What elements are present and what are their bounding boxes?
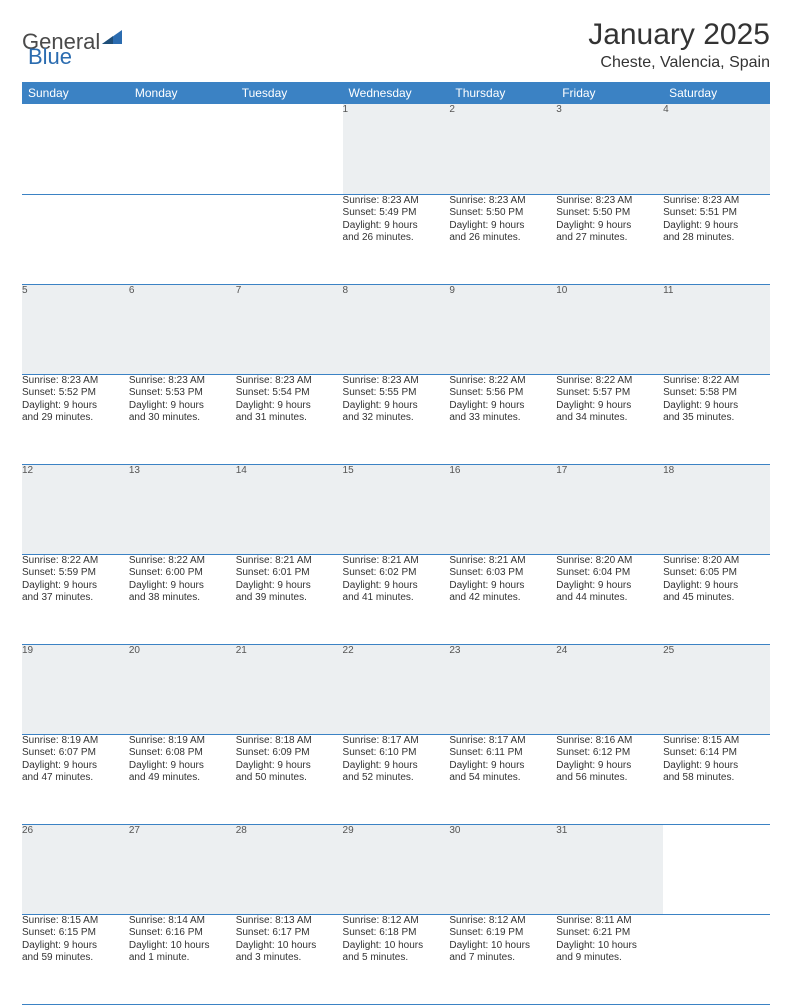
day-detail-cell: Sunrise: 8:23 AMSunset: 5:50 PMDaylight:… [449, 194, 556, 284]
detail-row: Sunrise: 8:23 AMSunset: 5:52 PMDaylight:… [22, 374, 770, 464]
day-number-cell: 1 [343, 104, 450, 194]
daynum-row: 12131415161718 [22, 464, 770, 554]
day-detail-cell: Sunrise: 8:22 AMSunset: 5:58 PMDaylight:… [663, 374, 770, 464]
day-header: Monday [129, 82, 236, 104]
day-header: Friday [556, 82, 663, 104]
day-detail-cell: Sunrise: 8:19 AMSunset: 6:07 PMDaylight:… [22, 734, 129, 824]
detail-row: Sunrise: 8:19 AMSunset: 6:07 PMDaylight:… [22, 734, 770, 824]
day-detail-cell: Sunrise: 8:21 AMSunset: 6:01 PMDaylight:… [236, 554, 343, 644]
day-header-row: Sunday Monday Tuesday Wednesday Thursday… [22, 82, 770, 104]
day-detail-cell: Sunrise: 8:12 AMSunset: 6:19 PMDaylight:… [449, 914, 556, 1004]
day-number-cell: 15 [343, 464, 450, 554]
day-number-cell: 11 [663, 284, 770, 374]
day-detail-cell: Sunrise: 8:21 AMSunset: 6:02 PMDaylight:… [343, 554, 450, 644]
day-detail-cell: Sunrise: 8:22 AMSunset: 6:00 PMDaylight:… [129, 554, 236, 644]
day-number-cell: 31 [556, 824, 663, 914]
location: Cheste, Valencia, Spain [588, 54, 770, 72]
day-detail-cell: Sunrise: 8:23 AMSunset: 5:52 PMDaylight:… [22, 374, 129, 464]
detail-row: Sunrise: 8:23 AMSunset: 5:49 PMDaylight:… [22, 194, 770, 284]
day-number-cell: 21 [236, 644, 343, 734]
calendar-table: Sunday Monday Tuesday Wednesday Thursday… [22, 82, 770, 1005]
day-detail-cell [663, 914, 770, 1004]
day-number-cell: 2 [449, 104, 556, 194]
day-detail-cell: Sunrise: 8:14 AMSunset: 6:16 PMDaylight:… [129, 914, 236, 1004]
day-number-cell: 20 [129, 644, 236, 734]
day-number-cell: 4 [663, 104, 770, 194]
day-detail-cell: Sunrise: 8:15 AMSunset: 6:15 PMDaylight:… [22, 914, 129, 1004]
day-number-cell: 10 [556, 284, 663, 374]
day-detail-cell: Sunrise: 8:23 AMSunset: 5:54 PMDaylight:… [236, 374, 343, 464]
day-number-cell: 14 [236, 464, 343, 554]
day-number-cell: 30 [449, 824, 556, 914]
detail-row: Sunrise: 8:22 AMSunset: 5:59 PMDaylight:… [22, 554, 770, 644]
day-detail-cell: Sunrise: 8:23 AMSunset: 5:53 PMDaylight:… [129, 374, 236, 464]
day-detail-cell: Sunrise: 8:15 AMSunset: 6:14 PMDaylight:… [663, 734, 770, 824]
day-detail-cell [129, 194, 236, 284]
month-title: January 2025 [588, 18, 770, 52]
day-header: Tuesday [236, 82, 343, 104]
day-header: Thursday [449, 82, 556, 104]
day-number-cell: 7 [236, 284, 343, 374]
day-detail-cell [236, 194, 343, 284]
day-detail-cell: Sunrise: 8:12 AMSunset: 6:18 PMDaylight:… [343, 914, 450, 1004]
day-number-cell: 16 [449, 464, 556, 554]
day-detail-cell: Sunrise: 8:23 AMSunset: 5:50 PMDaylight:… [556, 194, 663, 284]
day-number-cell: 29 [343, 824, 450, 914]
day-detail-cell: Sunrise: 8:11 AMSunset: 6:21 PMDaylight:… [556, 914, 663, 1004]
header: General January 2025 Cheste, Valencia, S… [22, 18, 770, 72]
day-detail-cell: Sunrise: 8:22 AMSunset: 5:59 PMDaylight:… [22, 554, 129, 644]
day-number-cell: 17 [556, 464, 663, 554]
day-number-cell: 25 [663, 644, 770, 734]
day-number-cell: 5 [22, 284, 129, 374]
day-detail-cell: Sunrise: 8:17 AMSunset: 6:10 PMDaylight:… [343, 734, 450, 824]
day-number-cell: 8 [343, 284, 450, 374]
daynum-row: 19202122232425 [22, 644, 770, 734]
day-number-cell: 18 [663, 464, 770, 554]
day-detail-cell: Sunrise: 8:22 AMSunset: 5:57 PMDaylight:… [556, 374, 663, 464]
day-number-cell: 24 [556, 644, 663, 734]
day-number-cell: 12 [22, 464, 129, 554]
logo-triangle-icon [102, 24, 122, 50]
day-number-cell [663, 824, 770, 914]
day-detail-cell: Sunrise: 8:13 AMSunset: 6:17 PMDaylight:… [236, 914, 343, 1004]
day-detail-cell: Sunrise: 8:23 AMSunset: 5:51 PMDaylight:… [663, 194, 770, 284]
day-header: Saturday [663, 82, 770, 104]
day-detail-cell: Sunrise: 8:20 AMSunset: 6:05 PMDaylight:… [663, 554, 770, 644]
daynum-row: 262728293031 [22, 824, 770, 914]
day-number-cell: 27 [129, 824, 236, 914]
day-number-cell: 13 [129, 464, 236, 554]
day-detail-cell: Sunrise: 8:21 AMSunset: 6:03 PMDaylight:… [449, 554, 556, 644]
title-block: January 2025 Cheste, Valencia, Spain [588, 18, 770, 72]
day-detail-cell: Sunrise: 8:16 AMSunset: 6:12 PMDaylight:… [556, 734, 663, 824]
day-detail-cell: Sunrise: 8:22 AMSunset: 5:56 PMDaylight:… [449, 374, 556, 464]
day-detail-cell: Sunrise: 8:23 AMSunset: 5:55 PMDaylight:… [343, 374, 450, 464]
day-number-cell [22, 104, 129, 194]
day-number-cell: 23 [449, 644, 556, 734]
day-detail-cell: Sunrise: 8:17 AMSunset: 6:11 PMDaylight:… [449, 734, 556, 824]
day-number-cell: 26 [22, 824, 129, 914]
day-detail-cell: Sunrise: 8:23 AMSunset: 5:49 PMDaylight:… [343, 194, 450, 284]
day-detail-cell [22, 194, 129, 284]
logo-text-blue: Blue [28, 44, 72, 70]
day-detail-cell: Sunrise: 8:20 AMSunset: 6:04 PMDaylight:… [556, 554, 663, 644]
detail-row: Sunrise: 8:15 AMSunset: 6:15 PMDaylight:… [22, 914, 770, 1004]
day-number-cell: 19 [22, 644, 129, 734]
day-number-cell: 3 [556, 104, 663, 194]
day-number-cell: 28 [236, 824, 343, 914]
day-header: Sunday [22, 82, 129, 104]
day-number-cell: 9 [449, 284, 556, 374]
day-header: Wednesday [343, 82, 450, 104]
daynum-row: 567891011 [22, 284, 770, 374]
day-number-cell [236, 104, 343, 194]
day-number-cell: 22 [343, 644, 450, 734]
day-detail-cell: Sunrise: 8:18 AMSunset: 6:09 PMDaylight:… [236, 734, 343, 824]
day-number-cell: 6 [129, 284, 236, 374]
day-number-cell [129, 104, 236, 194]
daynum-row: 1234 [22, 104, 770, 194]
day-detail-cell: Sunrise: 8:19 AMSunset: 6:08 PMDaylight:… [129, 734, 236, 824]
